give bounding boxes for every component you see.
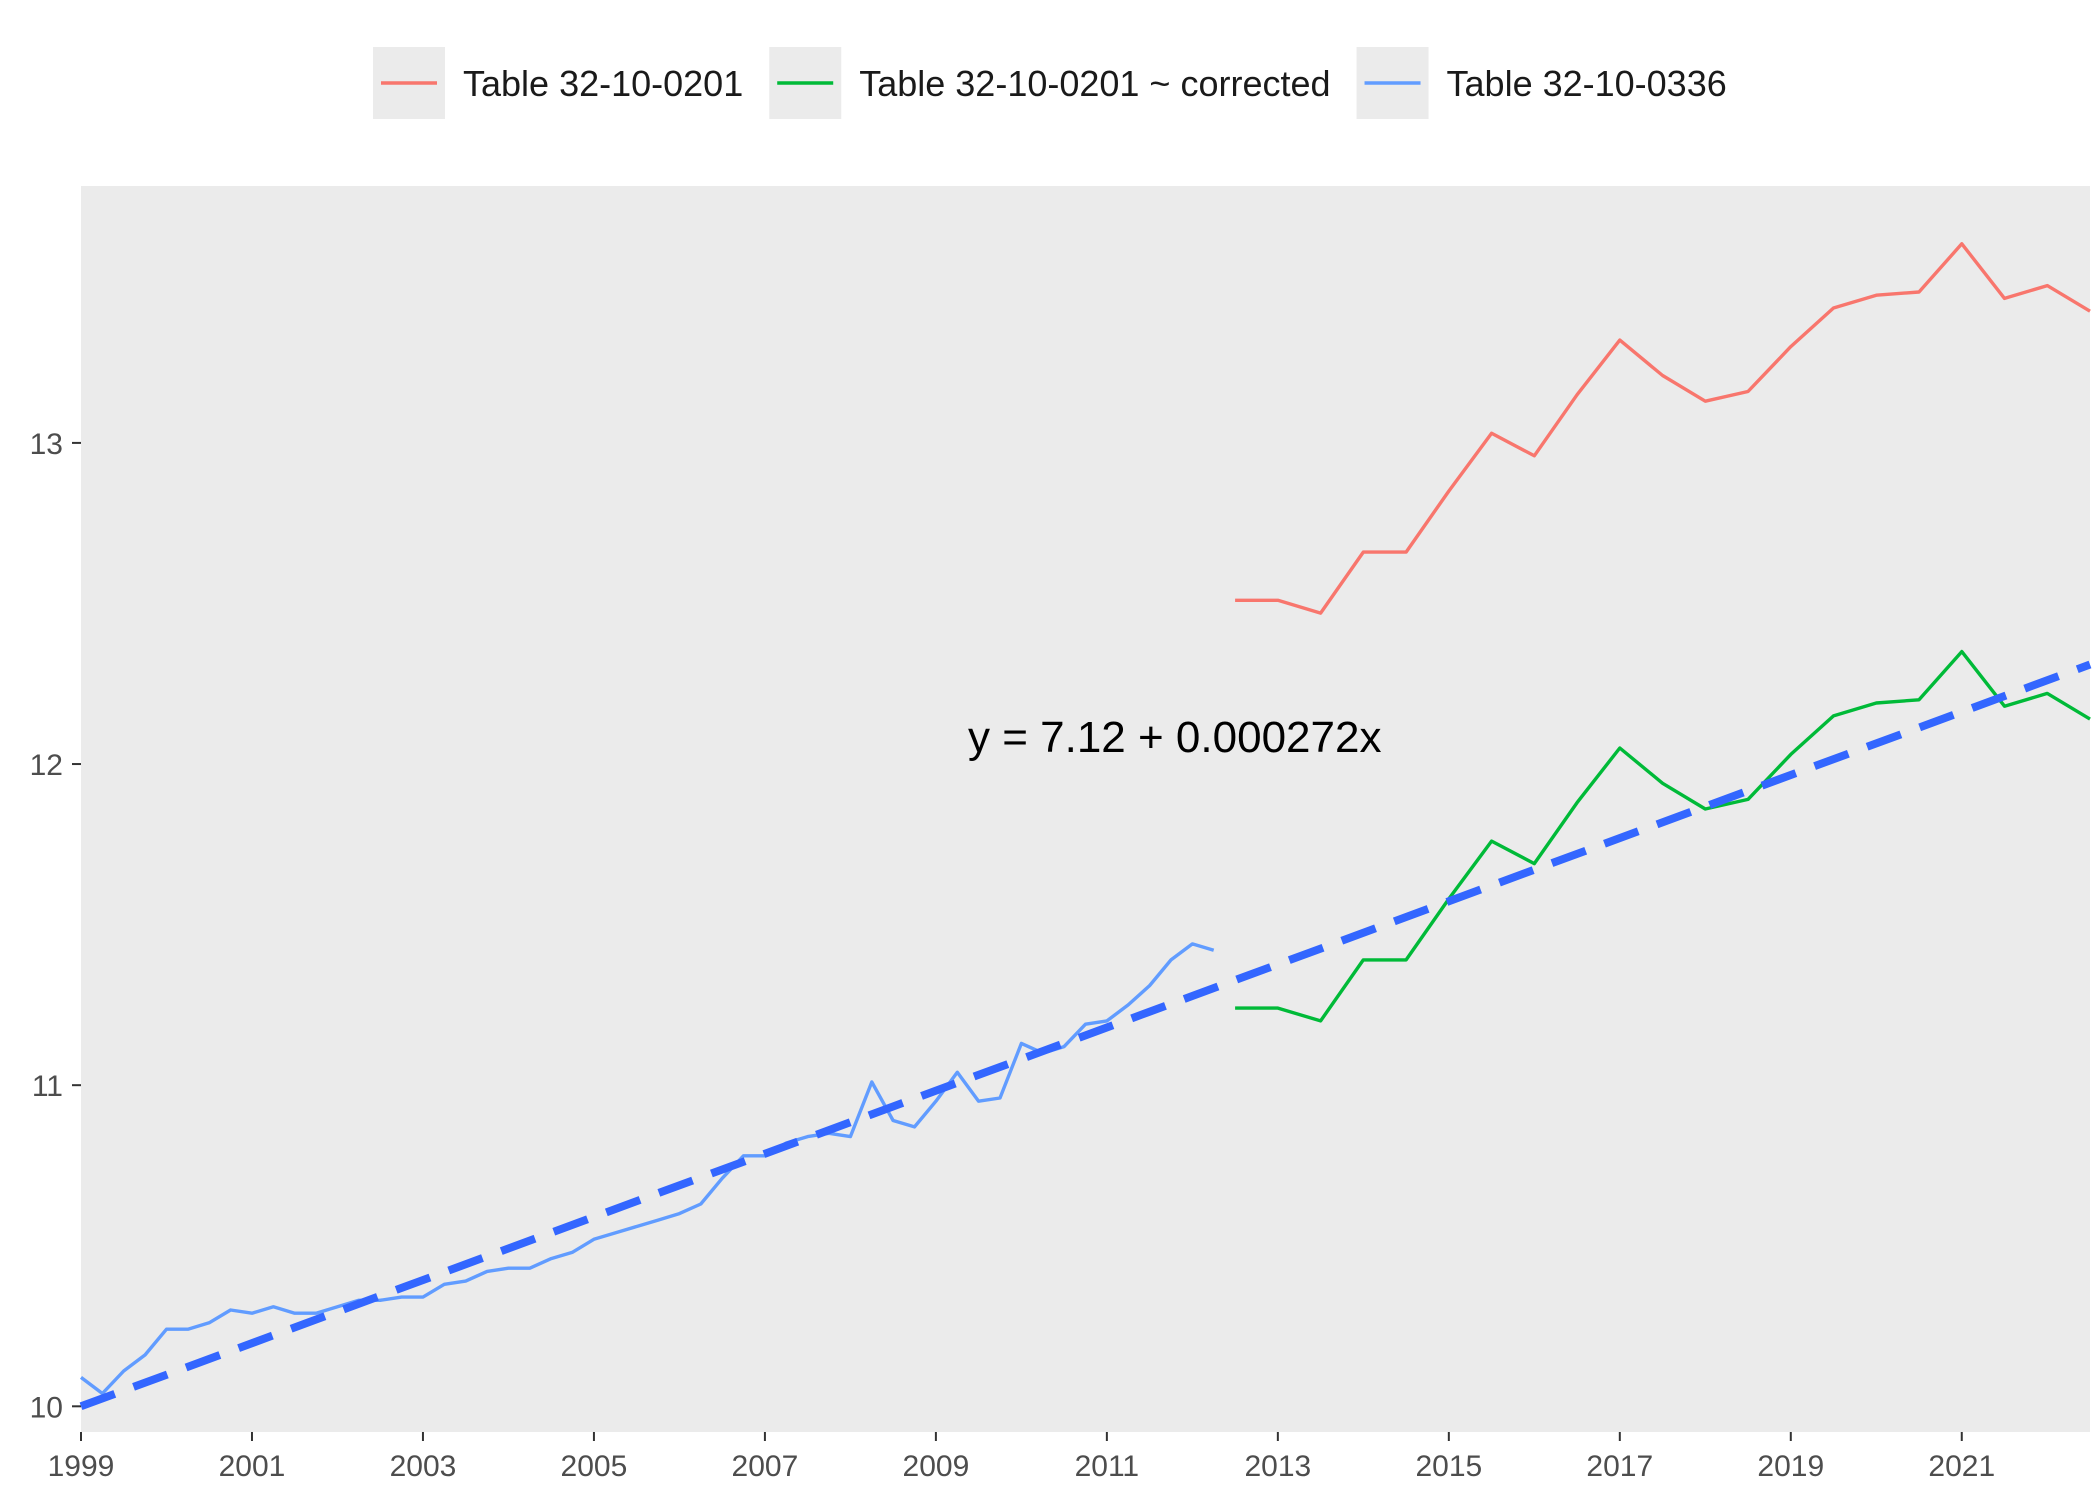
x-tick-label: 2021 bbox=[1928, 1450, 1995, 1483]
x-tick-label: 2011 bbox=[1075, 1450, 1140, 1483]
x-tick-label: 2009 bbox=[903, 1450, 970, 1483]
regression-equation: y = 7.12 + 0.000272x bbox=[968, 713, 1381, 762]
series-line-0 bbox=[1235, 242, 2091, 615]
y-tick-label: 11 bbox=[32, 1070, 63, 1103]
axes: 1999 2001 2003 2005 2007 2009 2011 2013 2015 2017… bbox=[30, 428, 1996, 1483]
y-tick-label: 13 bbox=[30, 428, 63, 461]
x-tick-label: 2005 bbox=[561, 1450, 628, 1483]
plot-panel bbox=[81, 186, 2090, 1432]
x-tick-label: 1999 bbox=[48, 1450, 115, 1483]
x-tick-label: 2003 bbox=[390, 1450, 457, 1483]
y-tick-label: 10 bbox=[30, 1391, 63, 1424]
x-tick-label: 2015 bbox=[1415, 1450, 1482, 1483]
legend-item-0: Table 32-10-0201 bbox=[373, 47, 743, 119]
x-tick-label: 2013 bbox=[1244, 1450, 1311, 1483]
legend-label: Table 32-10-0201 ~ corrected bbox=[859, 63, 1330, 104]
legend-label: Table 32-10-0201 bbox=[463, 63, 743, 104]
trendline bbox=[79, 660, 2092, 1411]
trendline-layer bbox=[79, 660, 2092, 1411]
legend-item-2: Table 32-10-0336 bbox=[1356, 47, 1727, 119]
x-tick-label: 2017 bbox=[1586, 1450, 1653, 1483]
x-tick-label: 2001 bbox=[219, 1450, 286, 1483]
y-tick-label: 12 bbox=[30, 749, 63, 782]
series-layer bbox=[79, 242, 2091, 1396]
x-tick-label: 2007 bbox=[732, 1450, 799, 1483]
series-line-1 bbox=[1235, 649, 2091, 1023]
legend-label: Table 32-10-0336 bbox=[1447, 63, 1727, 104]
legend-item-1: Table 32-10-0201 ~ corrected bbox=[769, 47, 1331, 119]
x-tick-label: 2019 bbox=[1757, 1450, 1824, 1483]
series-line-2 bbox=[79, 942, 1215, 1396]
legend: Table 32-10-0201 Table 32-10-0201 ~ corre… bbox=[373, 47, 1727, 119]
